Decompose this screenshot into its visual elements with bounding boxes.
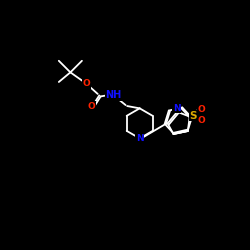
Text: O: O	[198, 105, 205, 114]
Text: O: O	[198, 116, 205, 125]
Text: N: N	[173, 104, 181, 113]
Text: O: O	[88, 102, 96, 110]
Text: O: O	[83, 80, 90, 88]
Text: NH: NH	[106, 90, 122, 101]
Text: S: S	[190, 111, 197, 121]
Text: N: N	[136, 134, 143, 143]
